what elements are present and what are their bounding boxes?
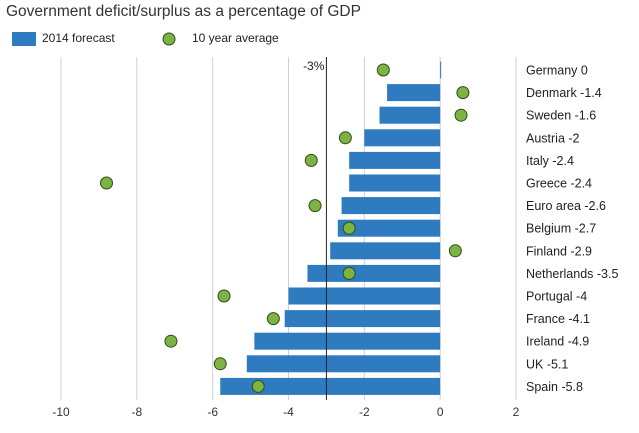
x-tick-label: -8 <box>131 405 142 419</box>
category-label: Greece -2.4 <box>526 177 592 191</box>
data-point <box>342 266 356 280</box>
x-tick-label: -10 <box>52 405 70 419</box>
x-tick-label: 2 <box>513 405 520 419</box>
x-tick-label: -6 <box>207 405 218 419</box>
bar <box>330 242 441 260</box>
category-label: Portugal -4 <box>526 290 587 304</box>
category-label: Sweden -1.6 <box>526 109 596 123</box>
data-point <box>100 176 113 190</box>
data-point <box>304 153 318 167</box>
data-point <box>217 289 231 303</box>
data-point <box>376 63 390 77</box>
category-label: Finland -2.9 <box>526 244 592 258</box>
data-point <box>338 131 352 145</box>
category-label: Germany 0 <box>526 64 588 78</box>
bar <box>284 310 441 328</box>
bar <box>387 84 441 102</box>
legend-label-forecast: 2014 forecast <box>42 31 115 45</box>
bar <box>220 377 441 395</box>
x-tick-label: -2 <box>359 405 370 419</box>
x-tick-label: -4 <box>283 405 294 419</box>
bar <box>307 264 441 282</box>
bar <box>379 106 441 124</box>
bar <box>440 61 442 79</box>
legend-swatch-forecast <box>12 32 36 46</box>
category-label: Denmark -1.4 <box>526 86 602 100</box>
category-label: Spain -5.8 <box>526 380 583 394</box>
bar <box>349 174 441 192</box>
bar <box>288 287 441 305</box>
data-point <box>164 334 178 348</box>
data-point <box>251 379 265 393</box>
data-point <box>456 86 470 100</box>
category-label: Austria -2 <box>526 131 580 145</box>
reference-line-label: -3% <box>303 59 325 73</box>
category-label: Italy -2.4 <box>526 154 574 168</box>
category-label: Euro area -2.6 <box>526 199 606 213</box>
bar <box>364 129 441 147</box>
category-label: France -4.1 <box>526 312 590 326</box>
data-point <box>213 357 227 371</box>
data-point <box>266 312 280 326</box>
bar <box>254 332 441 350</box>
bar <box>341 197 441 215</box>
chart-title: Government deficit/surplus as a percenta… <box>6 3 361 20</box>
data-point <box>448 244 462 258</box>
legend-label-average: 10 year average <box>192 31 279 45</box>
data-point <box>308 199 322 213</box>
category-label: Netherlands -3.5 <box>526 267 618 281</box>
category-label: Belgium -2.7 <box>526 222 596 236</box>
bar <box>349 151 441 169</box>
data-point <box>454 108 468 122</box>
x-tick-label: 0 <box>437 405 444 419</box>
category-label: Ireland -4.9 <box>526 335 589 349</box>
bar <box>337 219 441 237</box>
category-label: UK -5.1 <box>526 357 568 371</box>
legend-marker-average <box>162 32 176 46</box>
data-point <box>342 221 356 235</box>
bar <box>246 355 441 373</box>
